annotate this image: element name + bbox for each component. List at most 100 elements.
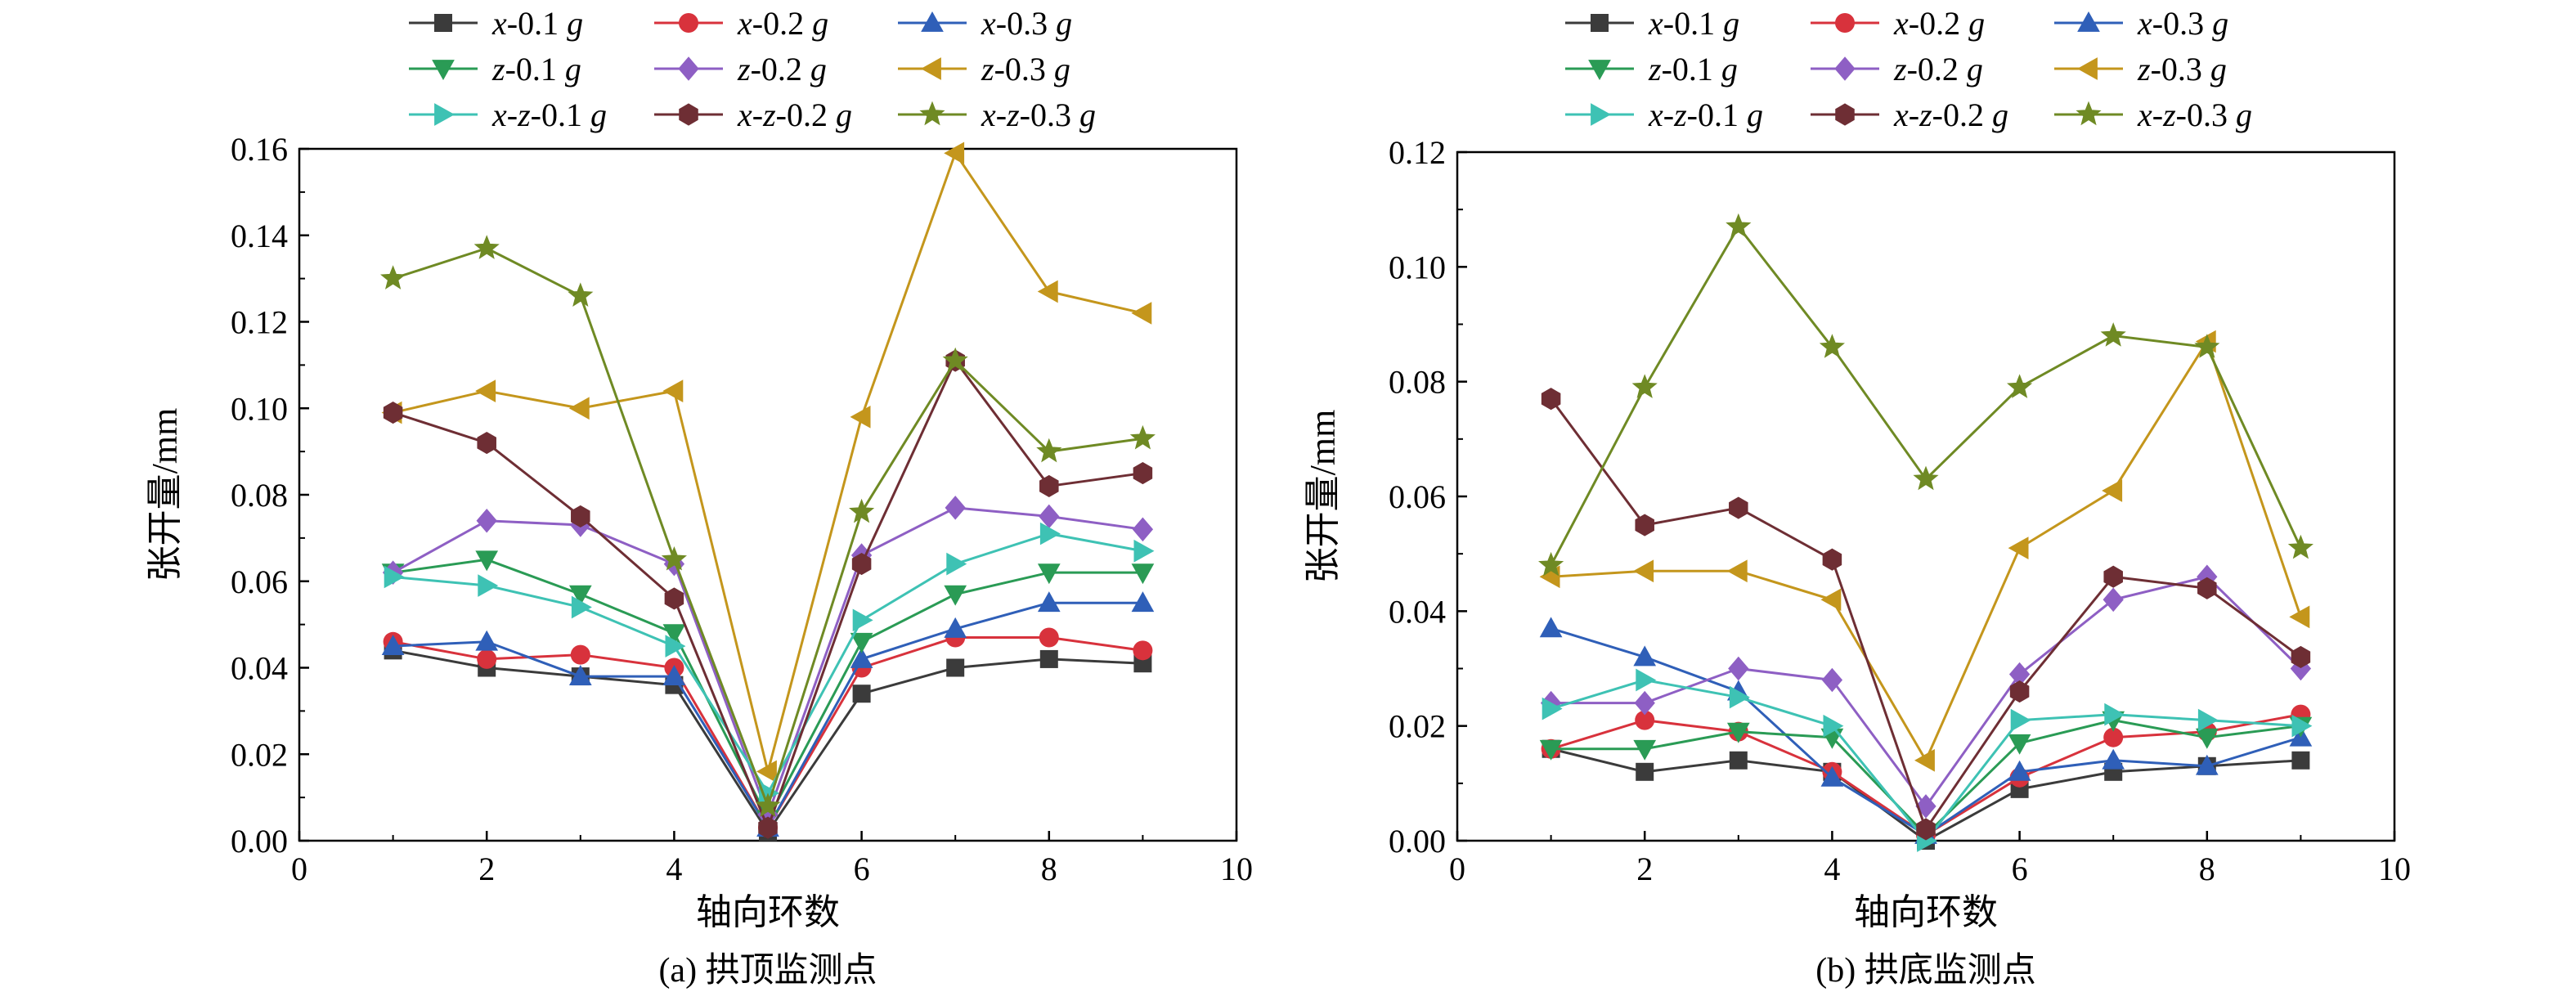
data-point	[381, 635, 405, 655]
y-tick-label: 0.06	[231, 563, 288, 600]
data-point	[945, 496, 966, 520]
data-point	[1729, 496, 1748, 519]
data-point	[2289, 605, 2310, 629]
data-point	[1129, 424, 1156, 450]
data-point	[2104, 702, 2125, 726]
data-point	[1634, 690, 1655, 716]
y-tick-label: 0.06	[1389, 478, 1446, 515]
data-point	[1131, 591, 1155, 613]
data-point	[2291, 751, 2310, 770]
data-point	[568, 585, 592, 606]
series-line	[393, 558, 1143, 822]
data-point	[852, 685, 871, 703]
y-tick-label: 0.14	[231, 218, 288, 254]
series-7	[383, 349, 1153, 839]
legend-label: z-0.2 g	[1893, 51, 1983, 88]
legend-item: x-z-0.2 g	[1811, 97, 2008, 133]
data-point	[475, 550, 499, 572]
data-point	[2010, 708, 2031, 732]
legend-label: x-0.2 g	[1893, 5, 1985, 42]
series-line	[393, 532, 1143, 796]
legend-item: x-z-0.2 g	[654, 97, 852, 133]
x-tick-label: 10	[2378, 851, 2411, 887]
data-point	[1633, 645, 1657, 667]
x-axis-title: 轴向环数	[1854, 892, 1998, 932]
data-point	[946, 658, 965, 677]
y-tick-label: 0.10	[231, 390, 288, 427]
data-point	[2197, 708, 2219, 732]
data-point	[384, 565, 405, 589]
data-point	[1132, 517, 1154, 542]
data-point	[1635, 710, 1655, 730]
data-point	[942, 347, 968, 372]
legend-marker	[921, 11, 944, 32]
legend-item: x-0.3 g	[2054, 5, 2228, 42]
data-point	[1133, 461, 1153, 485]
legend-marker	[1591, 103, 1612, 126]
x-tick-label: 2	[478, 851, 495, 887]
legend-item: x-z-0.3 g	[2054, 97, 2252, 133]
legend: x-0.1 g x-0.2 g x-0.3 g z-0.1 g z-0.2 g z-0.3…	[409, 5, 1096, 133]
legend-marker	[434, 14, 452, 32]
data-point	[946, 552, 967, 576]
data-point	[1131, 563, 1155, 585]
legend-marker	[432, 60, 455, 81]
series-5	[381, 141, 1152, 783]
legend-marker	[434, 103, 456, 126]
data-point	[1916, 818, 1936, 841]
data-point	[1820, 588, 1842, 612]
data-point	[665, 635, 686, 658]
legend-item: x-z-0.1 g	[409, 97, 607, 133]
data-point	[2103, 727, 2124, 747]
x-tick-label: 2	[1636, 851, 1653, 887]
legend-label: x-z-0.1 g	[491, 97, 607, 133]
data-point	[1541, 388, 1561, 411]
data-point	[477, 431, 496, 455]
legend-item: z-0.2 g	[654, 51, 827, 88]
data-point	[477, 649, 497, 669]
data-point	[571, 505, 590, 528]
series-line	[393, 246, 1143, 810]
legend-label: x-0.2 g	[737, 5, 828, 42]
legend-label: x-0.1 g	[1648, 5, 1739, 42]
data-point	[1037, 591, 1061, 613]
data-point	[1819, 334, 1845, 358]
y-tick-label: 0.02	[1389, 708, 1446, 745]
data-point	[1039, 522, 1061, 545]
data-point	[849, 498, 875, 523]
legend: x-0.1 g x-0.2 g x-0.3 g z-0.1 g z-0.2 g z-0.3…	[1565, 5, 2252, 133]
data-point	[475, 379, 496, 402]
data-point	[944, 585, 967, 606]
data-point	[755, 792, 781, 817]
data-point	[662, 379, 684, 402]
data-point	[1914, 748, 1935, 772]
data-point	[2103, 565, 2123, 588]
series-4	[1540, 564, 2312, 819]
legend-label: x-z-0.2 g	[737, 97, 852, 133]
legend-item: x-0.2 g	[654, 5, 828, 42]
data-point	[568, 282, 594, 307]
data-point	[1631, 374, 1658, 398]
data-point	[2291, 645, 2311, 669]
x-tick-label: 0	[291, 851, 307, 887]
legend-item: x-0.3 g	[898, 5, 1072, 42]
data-point	[1636, 762, 1654, 781]
x-tick-label: 8	[1041, 851, 1057, 887]
y-axis-title: 张开量/mm	[1303, 410, 1343, 584]
legend-item: x-0.2 g	[1811, 5, 1985, 42]
y-tick-label: 0.00	[231, 823, 288, 860]
chart-0: 0 2 4 6 8 10 0.00 0.02 0.04 0.06 0.08 0.10 0.12 0.14 0…	[145, 5, 1253, 990]
legend-label: z-0.3 g	[2137, 51, 2227, 88]
data-point	[1133, 539, 1155, 563]
data-point	[1036, 438, 1062, 463]
data-point	[1039, 627, 1059, 648]
legend-item: x-z-0.3 g	[898, 97, 1096, 133]
data-point	[1729, 751, 1748, 770]
legend-label: x-z-0.3 g	[2137, 97, 2252, 133]
data-point	[478, 574, 499, 597]
data-point	[1539, 739, 1563, 761]
series-5	[1539, 330, 2310, 772]
data-point	[758, 816, 778, 839]
data-point	[2194, 334, 2220, 358]
